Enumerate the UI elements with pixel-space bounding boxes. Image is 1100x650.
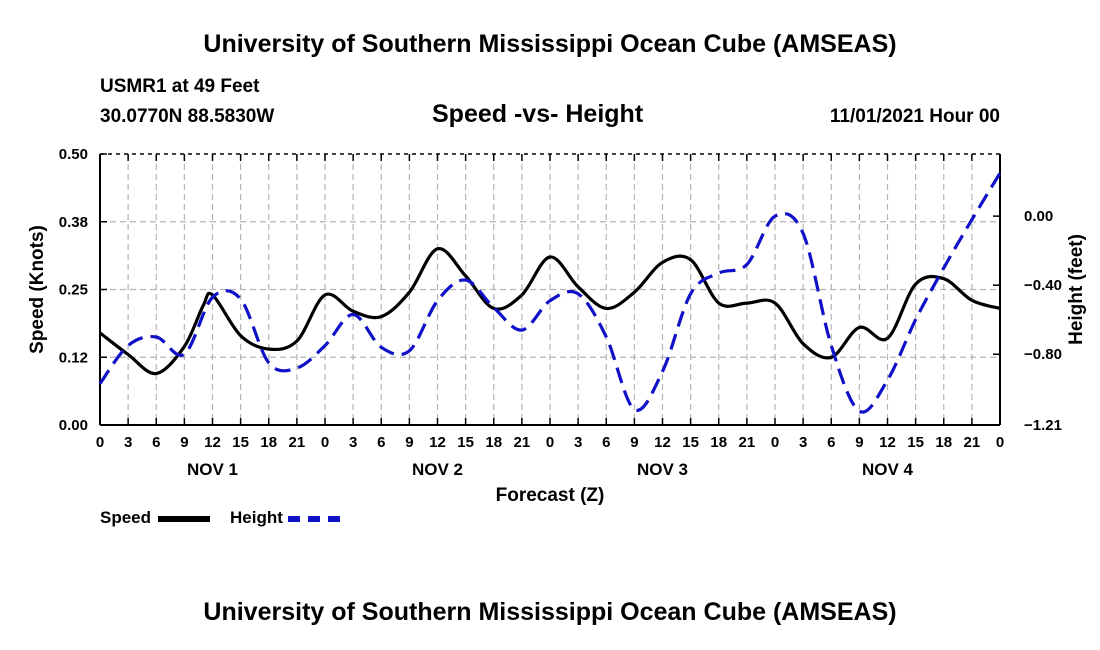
x-tick-label: 18 xyxy=(935,434,952,451)
x-tick-label: 12 xyxy=(429,434,446,451)
legend-speed: Speed xyxy=(100,508,210,528)
x-tick-label: 9 xyxy=(630,434,638,451)
forecast-datetime: 11/01/2021 Hour 00 xyxy=(829,106,1000,127)
day-label: NOV 1 xyxy=(187,460,238,479)
y-left-axis-title: Speed (Knots) xyxy=(27,225,48,354)
x-tick-label: 3 xyxy=(799,434,807,451)
x-tick-label: 18 xyxy=(485,434,502,451)
station-label: USMR1 at 49 Feet xyxy=(100,76,260,97)
footer-title: University of Southern Mississippi Ocean… xyxy=(203,598,897,626)
x-tick-label: 0 xyxy=(546,434,554,451)
y-left-tick-label: 0.00 xyxy=(59,417,88,434)
x-tick-label: 15 xyxy=(457,434,474,451)
x-tick-label: 15 xyxy=(682,434,699,451)
x-tick-label: 9 xyxy=(180,434,188,451)
x-tick-label: 12 xyxy=(654,434,671,451)
x-tick-label: 21 xyxy=(964,434,981,451)
y-left-tick-label: 0.38 xyxy=(59,214,88,231)
x-tick-label: 3 xyxy=(349,434,357,451)
x-tick-label: 12 xyxy=(204,434,221,451)
y-left-tick-label: 0.50 xyxy=(59,146,88,163)
y-right-tick-label: −0.80 xyxy=(1024,346,1062,363)
main-title: University of Southern Mississippi Ocean… xyxy=(203,30,897,58)
x-tick-label: 6 xyxy=(152,434,160,451)
y-left-tick-label: 0.12 xyxy=(59,349,88,366)
y-right-tick-label: 0.00 xyxy=(1024,208,1053,225)
x-tick-label: 3 xyxy=(574,434,582,451)
x-tick-label: 6 xyxy=(377,434,385,451)
x-tick-label: 0 xyxy=(321,434,329,451)
x-tick-label: 21 xyxy=(739,434,756,451)
day-label: NOV 3 xyxy=(637,460,688,479)
speed-series-line xyxy=(99,247,1001,376)
x-tick-label: 6 xyxy=(827,434,835,451)
x-tick-label: 0 xyxy=(96,434,104,451)
height-series-line xyxy=(98,172,1002,414)
y-right-tick-label: −1.21 xyxy=(1024,417,1062,434)
x-tick-label: 15 xyxy=(907,434,924,451)
legend-speed-label: Speed xyxy=(100,508,152,527)
x-tick-label: 0 xyxy=(996,434,1004,451)
x-tick-label: 0 xyxy=(771,434,779,451)
x-tick-label: 9 xyxy=(855,434,863,451)
legend-height: Height xyxy=(230,508,340,528)
x-tick-label: 18 xyxy=(260,434,277,451)
x-axis-title: Forecast (Z) xyxy=(496,485,605,506)
x-tick-label: 21 xyxy=(514,434,531,451)
x-tick-label: 12 xyxy=(879,434,896,451)
chart-title: Speed -vs- Height xyxy=(432,100,644,128)
legend-speed-swatch xyxy=(157,515,210,522)
station-coordinates: 30.0770N 88.5830W xyxy=(100,106,275,127)
y-right-axis-title: Height (feet) xyxy=(1066,234,1087,345)
y-left-tick-label: 0.25 xyxy=(59,282,88,299)
y-right-tick-label: −0.40 xyxy=(1024,277,1062,294)
x-tick-label: 6 xyxy=(602,434,610,451)
day-label: NOV 4 xyxy=(862,460,914,479)
legend-height-swatch xyxy=(287,515,340,522)
x-tick-label: 15 xyxy=(232,434,249,451)
x-tick-label: 3 xyxy=(124,434,132,451)
x-tick-label: 18 xyxy=(710,434,727,451)
x-tick-label: 21 xyxy=(289,434,306,451)
x-tick-label: 9 xyxy=(405,434,413,451)
day-label: NOV 2 xyxy=(412,460,463,479)
legend-height-label: Height xyxy=(230,508,283,527)
